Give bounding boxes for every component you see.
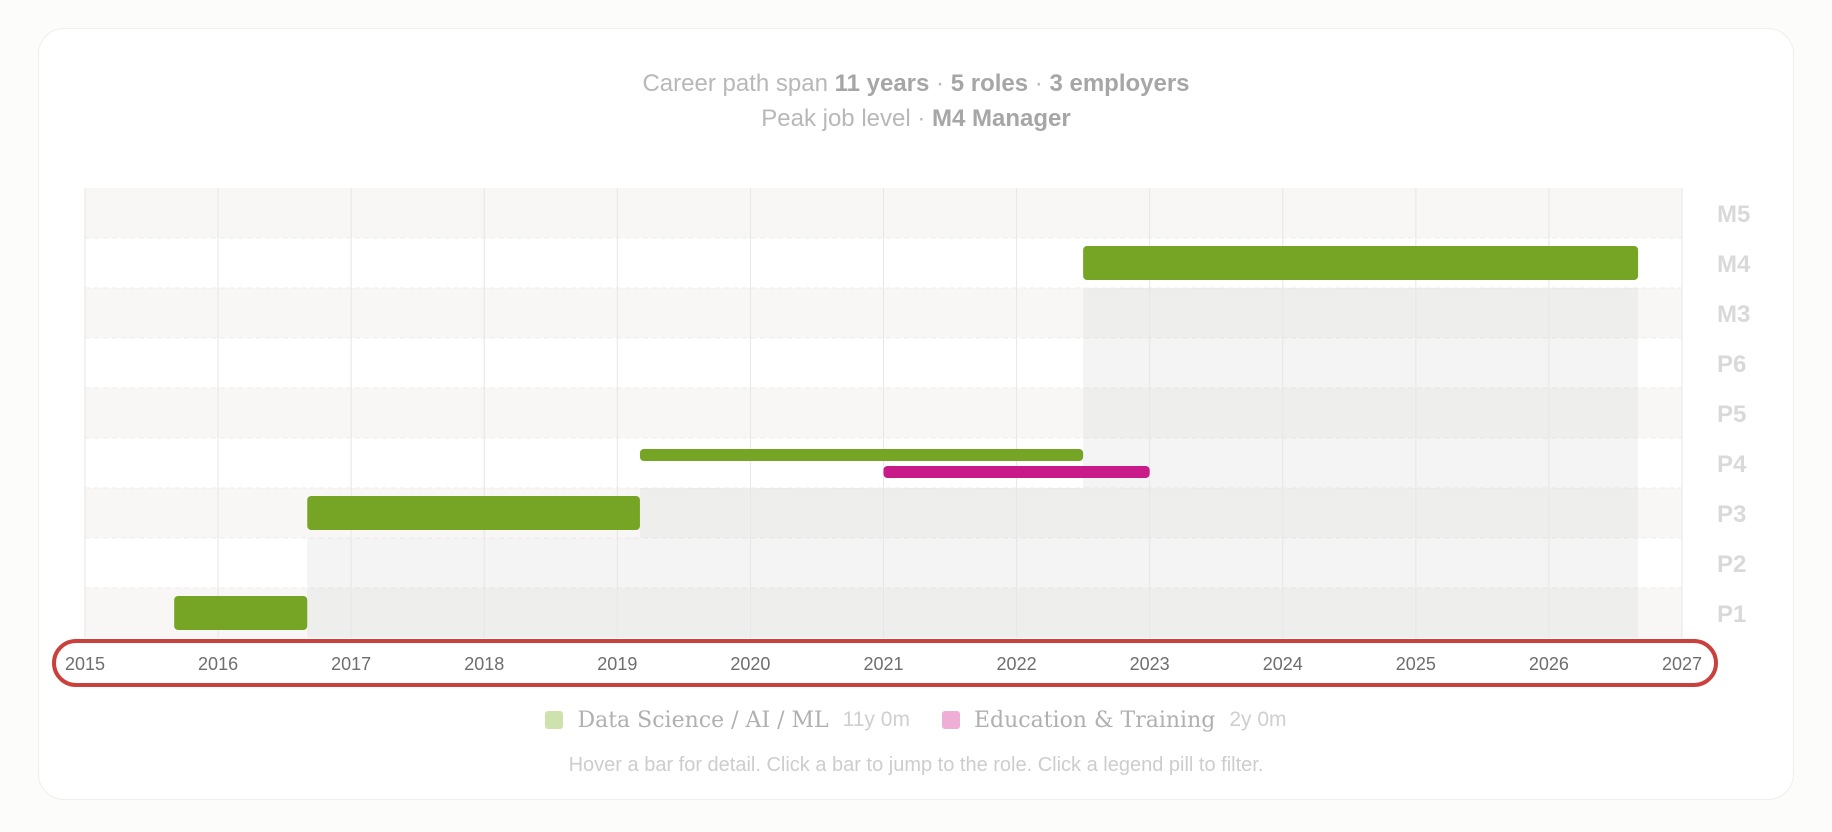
career-area: [307, 288, 1639, 638]
x-tick-label: 2019: [597, 654, 637, 674]
level-label: M4: [1717, 251, 1751, 278]
legend-duration: 11y 0m: [842, 708, 910, 731]
summary-roles: 5 roles: [950, 70, 1029, 97]
level-label: P4: [1717, 451, 1747, 478]
x-tick-label: 2015: [65, 654, 105, 674]
legend-duration: 2y 0m: [1229, 708, 1287, 731]
x-tick-label: 2016: [198, 654, 238, 674]
x-tick-label: 2024: [1263, 654, 1303, 674]
x-tick-label: 2025: [1396, 654, 1436, 674]
separator: ·: [917, 105, 926, 132]
summary-span-label: Career path span: [642, 70, 828, 97]
role-bar[interactable]: [883, 466, 1150, 478]
role-bar[interactable]: [174, 596, 308, 630]
legend-label: Data Science / AI / ML: [577, 707, 829, 733]
legend-pill[interactable]: Education & Training 2y 0m: [941, 707, 1287, 733]
role-bar[interactable]: [307, 496, 640, 530]
role-bar[interactable]: [639, 449, 1084, 461]
x-tick-label: 2027: [1662, 654, 1702, 674]
legend-swatch: [941, 711, 960, 729]
legend-pill[interactable]: Data Science / AI / ML 11y 0m: [545, 708, 910, 733]
summary-span: Career path span 11 years · 5 roles · 3 …: [38, 72, 1794, 96]
level-label: M5: [1717, 201, 1750, 228]
legend: Data Science / AI / ML 11y 0m Education & …: [0, 706, 1832, 734]
separator: ·: [1034, 70, 1043, 97]
legend-label: Education & Training: [973, 707, 1216, 733]
summary-peak-value: M4 Manager: [932, 105, 1071, 132]
legend-swatch: [545, 711, 564, 729]
role-bar[interactable]: [1083, 246, 1639, 280]
level-label: P5: [1717, 401, 1746, 428]
separator: ·: [936, 70, 945, 97]
summary-employers: 3 employers: [1049, 70, 1190, 97]
level-label: P2: [1717, 551, 1746, 578]
level-label: P6: [1717, 351, 1746, 378]
summary-peak: Peak job level · M4 Manager: [38, 107, 1794, 131]
level-label: P3: [1717, 501, 1746, 528]
level-label: M3: [1717, 301, 1750, 328]
axis-highlight: [52, 639, 1718, 687]
x-tick-label: 2020: [730, 654, 770, 674]
x-tick-label: 2018: [464, 654, 504, 674]
help-text: Hover a bar for detail. Click a bar to j…: [568, 754, 1264, 776]
level-label: P1: [1717, 601, 1746, 628]
x-tick-label: 2026: [1529, 654, 1569, 674]
x-tick-label: 2022: [997, 654, 1037, 674]
x-tick-label: 2017: [331, 654, 371, 674]
summary-span-value: 11 years: [834, 70, 930, 97]
x-tick-label: 2021: [863, 654, 903, 674]
summary-peak-label: Peak job level: [761, 105, 911, 132]
x-tick-label: 2023: [1130, 654, 1170, 674]
